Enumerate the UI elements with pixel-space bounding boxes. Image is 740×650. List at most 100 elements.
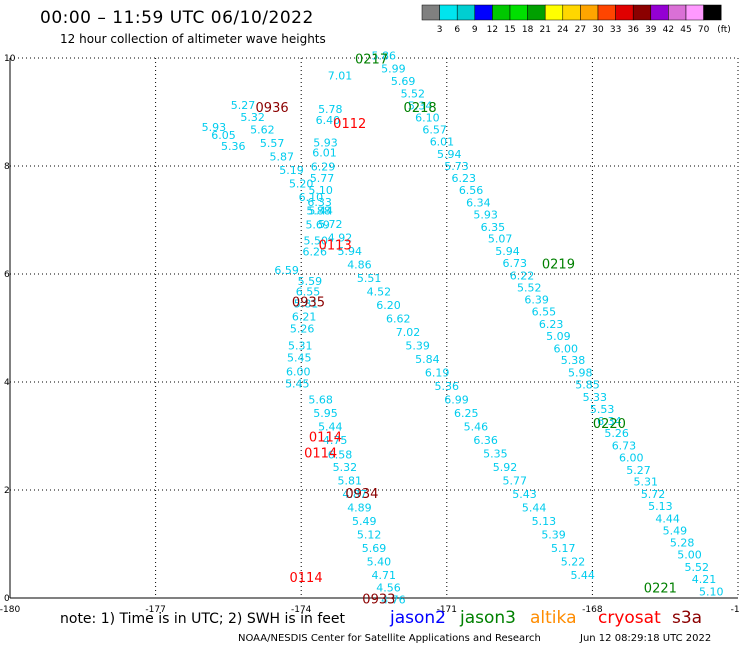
legend-label: 6	[454, 25, 460, 35]
pass-time-label: 0219	[542, 258, 575, 273]
y-tick-label: 4	[4, 378, 10, 388]
wave-height-label: 5.10	[308, 184, 333, 197]
wave-height-label: 6.10	[415, 112, 440, 125]
pass-time-label: 0934	[345, 487, 378, 502]
wave-height-label: 5.69	[391, 75, 416, 88]
wave-height-label: 5.22	[561, 556, 586, 569]
y-tick-label: 6	[4, 270, 10, 280]
wave-height-label: 6.59	[274, 264, 299, 277]
wave-height-label: 4.71	[371, 569, 396, 582]
wave-height-label: 5.10	[699, 585, 724, 598]
wave-height-label: 5.59	[298, 275, 323, 288]
legend-label: 3	[437, 25, 443, 35]
y-tick-label: 0	[4, 594, 10, 604]
wave-height-label: 5.20	[289, 178, 314, 191]
wave-height-label: 5.93	[202, 121, 227, 134]
wave-height-label: 6.19	[425, 367, 450, 380]
wave-height-label: 5.43	[512, 488, 537, 501]
wave-height-label: 5.57	[260, 137, 285, 150]
wave-height-label: 5.99	[381, 63, 406, 76]
pass-time-label: 0936	[256, 101, 289, 116]
wave-height-label: 5.19	[279, 164, 304, 177]
wave-height-label: 4.76	[381, 593, 406, 606]
wave-height-label: 4.44	[655, 512, 680, 525]
wave-height-label: 5.94	[337, 245, 362, 258]
wave-height-label: 5.17	[551, 542, 576, 555]
wave-height-label: 4.87	[342, 488, 367, 501]
pass-time-label: 0114	[309, 430, 342, 445]
wave-height-label: 6.01	[430, 135, 455, 148]
wave-height-label: 6.62	[386, 313, 411, 326]
wave-height-label: 6.00	[553, 342, 578, 355]
satellite-jason3: jason3	[460, 608, 516, 628]
wave-height-label: 6.20	[376, 299, 401, 312]
wave-height-label: 5.73	[444, 160, 469, 173]
wave-height-label: 6.21	[292, 310, 317, 323]
wave-height-label: 4.75	[323, 434, 348, 447]
wave-height-label: 5.95	[313, 407, 338, 420]
wave-height-label: 6.23	[539, 318, 564, 331]
x-tick-label: -180	[0, 605, 20, 615]
y-tick-label: 10	[4, 54, 16, 64]
wave-height-label: 5.38	[561, 354, 586, 367]
x-tick-label: -174	[291, 605, 312, 615]
wave-height-label: 5.44	[522, 502, 547, 515]
wave-height-label: 5.44	[308, 205, 333, 218]
pass-time-label: 0114	[304, 447, 337, 462]
wave-height-label: 5.81	[337, 475, 362, 488]
footer-credit: NOAA/NESDIS Center for Satellite Applica…	[238, 633, 541, 644]
wave-height-label: 5.52	[517, 281, 542, 294]
wave-height-label: 6.25	[454, 407, 479, 420]
wave-height-label: 5.13	[648, 500, 673, 513]
wave-height-label: 5.26	[290, 322, 315, 335]
wave-height-label: 5.34	[408, 99, 433, 112]
wave-height-label: 6.29	[311, 160, 336, 173]
wave-height-label: 5.45	[285, 377, 310, 390]
wave-height-label: 5.32	[240, 111, 265, 124]
wave-height-label: 6.56	[459, 184, 484, 197]
wave-height-label: 5.44	[570, 569, 595, 582]
wave-height-label: 5.07	[488, 233, 513, 246]
wave-height-label: 6.55	[296, 286, 321, 299]
pass-time-label: 0113	[319, 239, 352, 254]
wave-height-label: 5.27	[231, 99, 256, 112]
chart-title: 00:00 – 11:59 UTC 06/10/2022	[40, 8, 314, 28]
wave-height-label: 5.32	[333, 461, 358, 474]
wave-height-label: 5.27	[626, 464, 651, 477]
wave-height-label: 6.73	[502, 257, 527, 270]
pass-time-label: 0935	[292, 295, 325, 310]
pass-time-label: 0221	[644, 582, 677, 597]
footer-timestamp: Jun 12 08:29:18 UTC 2022	[580, 633, 712, 644]
wave-height-label: 5.85	[575, 378, 600, 391]
wave-height-label: 5.50	[304, 234, 329, 247]
legend-label: 12	[487, 25, 498, 35]
wave-height-label: 6.34	[597, 415, 622, 428]
wave-height-label: 5.94	[437, 148, 462, 161]
legend-label: 70	[698, 25, 710, 35]
wave-height-label: 5.52	[401, 87, 426, 100]
wave-height-label: 5.28	[670, 537, 695, 550]
wave-height-label: 5.93	[473, 208, 498, 221]
wave-height-label: 6.34	[466, 197, 491, 210]
wave-height-label: 6.05	[211, 129, 236, 142]
wave-height-label: 5.62	[250, 124, 275, 137]
wave-height-label: 6.33	[307, 196, 332, 209]
wave-height-label: 5.93	[313, 137, 338, 150]
x-tick-label: -16	[731, 605, 740, 615]
wave-height-label: 5.72	[318, 218, 343, 231]
legend-label: 21	[539, 25, 550, 35]
wave-height-label: 5.52	[684, 561, 709, 574]
wave-height-label: 5.33	[583, 391, 608, 404]
wave-height-label: 4.56	[376, 582, 401, 595]
wave-height-label: 6.40	[316, 114, 341, 127]
wave-height-label: 4.92	[328, 232, 353, 245]
wave-height-label: 6.23	[452, 172, 477, 185]
wave-height-label: 6.57	[422, 124, 447, 137]
wave-height-label: 6.22	[510, 269, 535, 282]
wave-height-label: 4.89	[347, 502, 372, 515]
wave-height-label: 5.77	[310, 172, 335, 185]
wave-height-label: 6.35	[481, 221, 506, 234]
legend-swatch	[703, 4, 722, 21]
